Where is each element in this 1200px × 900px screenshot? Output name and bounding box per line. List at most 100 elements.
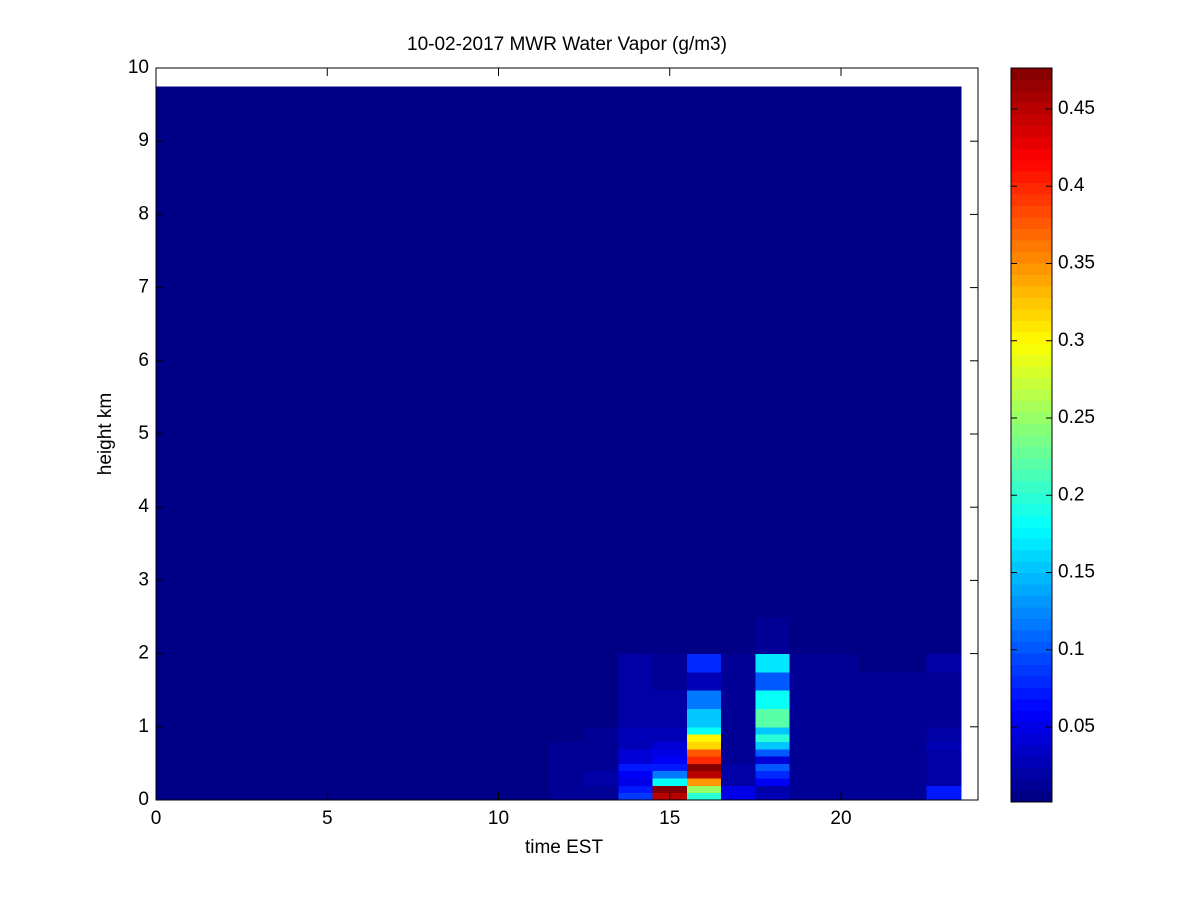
cell — [344, 748, 380, 757]
cell — [275, 756, 311, 764]
cell — [858, 653, 893, 673]
colorbar-swatch — [1011, 240, 1052, 252]
cell — [344, 792, 380, 801]
cell — [173, 671, 208, 691]
cell — [241, 748, 277, 757]
cell — [618, 748, 654, 757]
colorbar-tick-label: 0.25 — [1058, 407, 1095, 428]
cell — [823, 86, 859, 581]
cell — [618, 770, 654, 779]
colorbar-swatch — [1011, 217, 1052, 230]
cell — [926, 653, 962, 673]
cell — [412, 86, 448, 581]
cell — [892, 617, 928, 655]
cell — [481, 748, 517, 757]
cell — [789, 734, 825, 742]
cell — [173, 792, 208, 801]
cell — [412, 756, 448, 764]
colorbar-swatch — [1011, 538, 1052, 551]
colorbar-swatch — [1011, 687, 1052, 700]
cell — [584, 671, 619, 691]
cell — [481, 690, 517, 709]
cell — [207, 792, 243, 801]
cell — [275, 734, 311, 742]
cell — [686, 734, 722, 742]
cell — [447, 770, 482, 779]
y-tick-label: 1 — [138, 716, 149, 737]
colorbar-swatch — [1011, 584, 1052, 597]
cell — [515, 617, 551, 655]
cell — [618, 792, 654, 801]
colorbar-swatch — [1011, 331, 1052, 344]
cell — [926, 671, 962, 691]
colorbar-frame — [1010, 67, 1053, 803]
cell — [858, 708, 893, 728]
cell — [789, 792, 825, 801]
cell — [549, 86, 585, 581]
cell — [926, 792, 962, 801]
cell — [789, 763, 825, 772]
colorbar-swatch — [1011, 79, 1052, 92]
cell — [173, 86, 208, 581]
cell — [275, 726, 311, 735]
cell — [892, 86, 928, 581]
cell — [721, 734, 756, 742]
colorbar-swatch — [1011, 102, 1052, 115]
cell — [858, 617, 893, 655]
cell — [926, 763, 962, 772]
colorbar-swatch — [1011, 125, 1052, 138]
cell — [823, 763, 859, 772]
cell — [378, 756, 414, 764]
cell — [584, 580, 619, 618]
cell — [378, 86, 414, 581]
cell — [344, 741, 380, 750]
cell — [892, 580, 928, 618]
cell — [412, 734, 448, 742]
colorbar-swatch — [1011, 389, 1052, 402]
cell — [549, 785, 585, 794]
cell — [721, 770, 756, 779]
cell — [275, 785, 311, 794]
cell — [584, 741, 619, 750]
colorbar-swatch — [1011, 228, 1052, 241]
cell — [447, 617, 482, 655]
cell — [310, 726, 345, 735]
y-tick-label: 4 — [138, 496, 149, 517]
cell — [584, 756, 619, 764]
colorbar-swatch — [1011, 618, 1052, 631]
cell — [156, 770, 174, 779]
colorbar-swatch — [1011, 90, 1052, 103]
cell — [173, 763, 208, 772]
colorbar-swatch — [1011, 733, 1052, 746]
cell — [275, 671, 311, 691]
colorbar-swatch — [1011, 308, 1052, 321]
cell — [481, 653, 517, 673]
cell — [275, 580, 311, 618]
cell — [156, 86, 174, 581]
cell — [652, 741, 688, 750]
cell — [652, 734, 688, 742]
cell — [156, 756, 174, 764]
cell — [412, 690, 448, 709]
cell — [412, 726, 448, 735]
colorbar-swatch — [1011, 641, 1052, 654]
colorbar-swatch — [1011, 113, 1052, 126]
cell — [310, 756, 345, 764]
cell — [241, 770, 277, 779]
cell — [412, 653, 448, 673]
cell — [515, 708, 551, 728]
colorbar-swatch — [1011, 446, 1052, 459]
cell — [823, 756, 859, 764]
x-tick-label: 0 — [151, 808, 162, 829]
cell — [412, 617, 448, 655]
axes: 0 5 10 15 20 0 1 2 3 4 5 6 7 8 9 10 — [128, 57, 979, 829]
cell — [858, 748, 893, 757]
colorbar-swatch — [1011, 423, 1052, 436]
cell — [686, 708, 722, 728]
cell — [481, 778, 517, 786]
colorbar-swatch — [1011, 607, 1052, 619]
cell — [584, 726, 619, 735]
cell — [156, 708, 174, 728]
cell — [549, 756, 585, 764]
cell — [344, 734, 380, 742]
